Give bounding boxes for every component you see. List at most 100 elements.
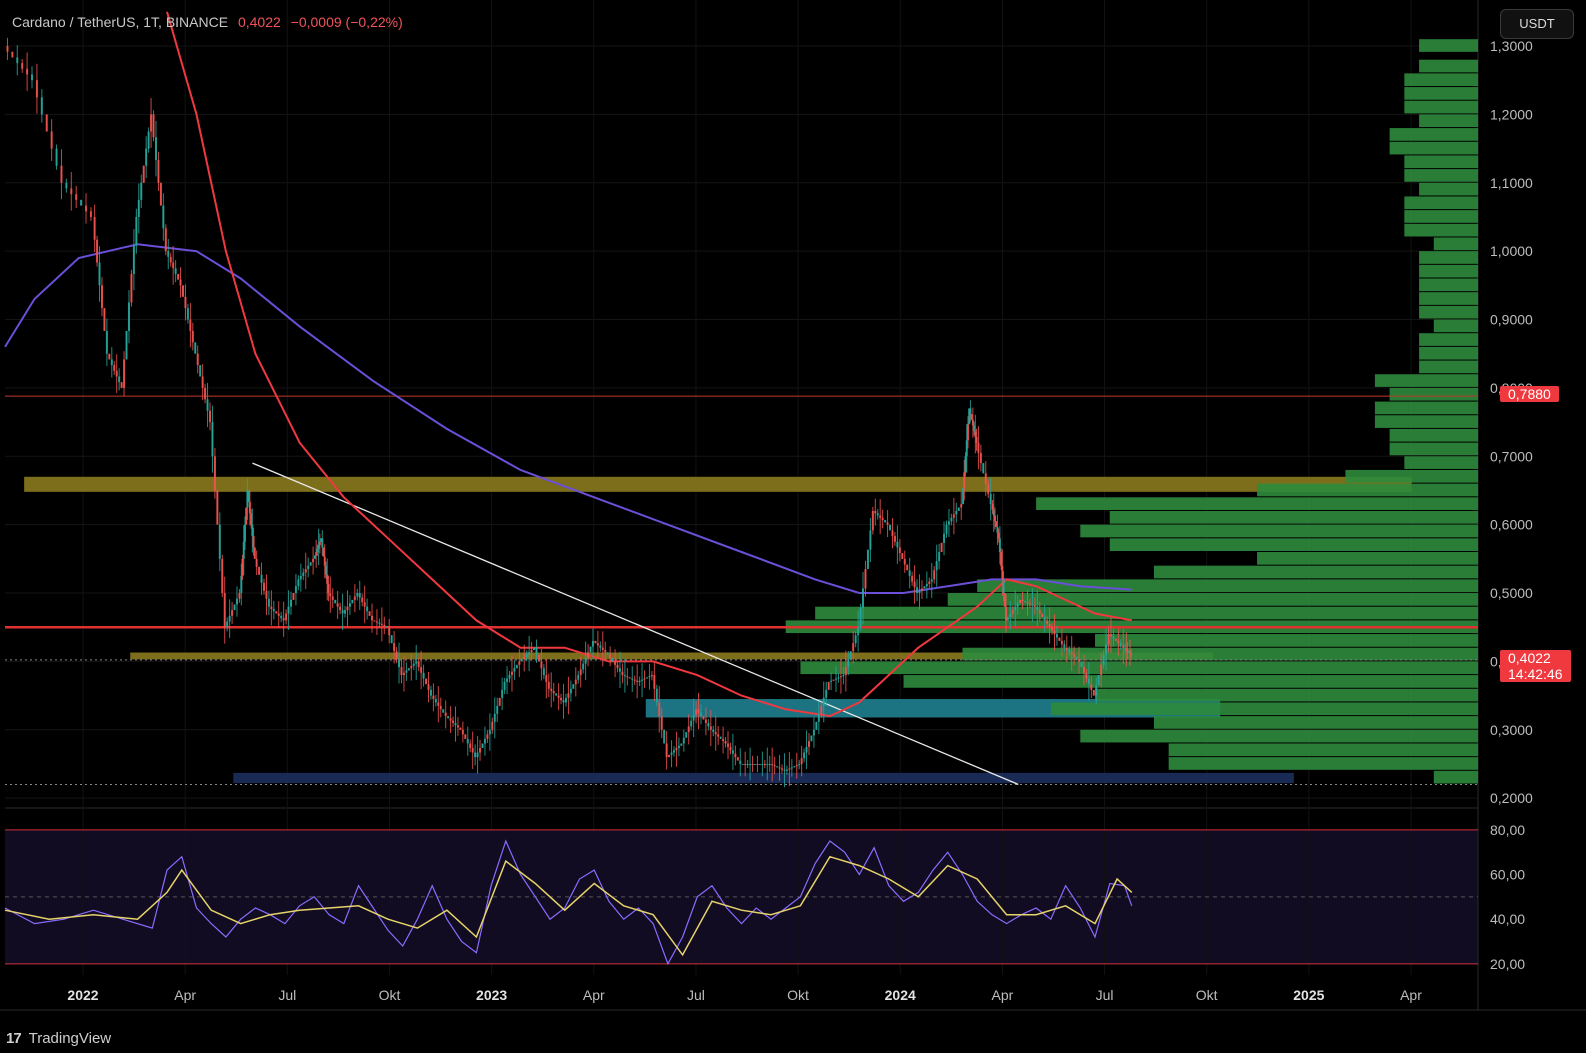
- candle-body: [179, 279, 182, 286]
- candle-body: [242, 541, 245, 559]
- candle-body: [265, 590, 268, 599]
- candle-body: [547, 681, 550, 689]
- candle-body: [964, 456, 967, 473]
- candle-body: [1112, 636, 1115, 639]
- candle-body: [677, 745, 680, 749]
- candle-body: [383, 624, 386, 627]
- candle-body: [852, 643, 855, 652]
- candle-body: [638, 680, 641, 682]
- candle-body: [749, 763, 752, 765]
- candle-body: [973, 425, 976, 432]
- candle-body: [717, 734, 720, 737]
- candle-body: [466, 738, 469, 744]
- candle-body: [159, 182, 162, 206]
- candle-body: [1085, 672, 1088, 679]
- candle-body: [744, 763, 747, 765]
- candle-body: [906, 564, 909, 571]
- volume-profile-bar: [1095, 634, 1478, 647]
- candle-body: [879, 515, 882, 518]
- candle-body: [327, 583, 330, 594]
- candle-body: [1126, 650, 1129, 652]
- candle-body: [577, 675, 580, 680]
- currency-button[interactable]: USDT: [1500, 9, 1574, 39]
- rsi-line: [4, 839, 1133, 966]
- volume-profile-bar: [1419, 333, 1478, 346]
- candle-body: [862, 588, 865, 608]
- candle-body: [670, 752, 673, 755]
- candle-body: [11, 51, 14, 58]
- candle-body: [793, 766, 796, 768]
- candle-body: [1117, 640, 1120, 644]
- candle-body: [318, 541, 321, 546]
- candle-body: [709, 726, 712, 730]
- candle-body: [50, 131, 53, 149]
- candle-body: [145, 148, 148, 166]
- candle-body: [184, 296, 187, 309]
- candle-body: [525, 654, 528, 657]
- candle-body: [535, 647, 538, 655]
- candle-body: [498, 697, 501, 706]
- candle-body: [550, 688, 553, 692]
- candle-body: [1036, 606, 1039, 611]
- candle-body: [965, 440, 968, 457]
- candle-body: [518, 661, 521, 665]
- candle-body: [243, 524, 246, 542]
- candle-body: [896, 541, 899, 548]
- candle-body: [648, 676, 651, 678]
- candle-body: [582, 663, 585, 670]
- symbol-change: −0,0009 (−0,22%): [290, 14, 403, 30]
- candle-body: [569, 688, 572, 694]
- candle-body: [560, 697, 563, 701]
- candle-body: [506, 678, 509, 682]
- candle-body: [763, 763, 766, 765]
- candle-body: [911, 575, 914, 582]
- candle-body: [918, 590, 921, 594]
- candle-body: [287, 606, 290, 614]
- y-tick-label: 0,6000: [1490, 517, 1533, 533]
- candle-body: [307, 565, 310, 570]
- candle-body: [469, 743, 472, 749]
- candle-body: [871, 510, 874, 531]
- candle-body: [835, 678, 838, 680]
- volume-profile-bar: [1404, 210, 1478, 223]
- candle-body: [847, 659, 850, 668]
- x-tick-label: Jul: [1096, 987, 1114, 1003]
- candle-body: [45, 114, 48, 132]
- candle-body: [118, 376, 121, 383]
- candle-body: [312, 558, 315, 563]
- candle-body: [125, 330, 128, 360]
- candle-body: [26, 68, 29, 75]
- price-label-0788: 0,7880: [1500, 386, 1559, 403]
- candle-body: [844, 667, 847, 676]
- candle-body: [162, 205, 165, 229]
- candle-body: [361, 597, 364, 603]
- candle-body: [127, 302, 130, 331]
- tradingview-brand[interactable]: 17 TradingView: [6, 1030, 111, 1047]
- candle-body: [916, 587, 919, 594]
- candle-body: [235, 598, 238, 605]
- candle-body: [410, 665, 413, 669]
- candle-body: [89, 211, 92, 217]
- candle-body: [1026, 602, 1029, 604]
- candle-body: [316, 548, 319, 553]
- volume-profile-bar: [1404, 196, 1478, 210]
- candle-body: [459, 727, 462, 730]
- candle-body: [241, 558, 244, 576]
- candle-body: [154, 137, 157, 160]
- x-tick-label: Apr: [1400, 987, 1422, 1003]
- candle-body: [653, 675, 656, 689]
- candle-body: [886, 522, 889, 525]
- candle-body: [196, 353, 199, 366]
- candle-body: [206, 399, 209, 411]
- candle-body: [137, 199, 140, 217]
- candle-body: [452, 720, 455, 723]
- candle-body: [1019, 599, 1022, 604]
- candle-body: [594, 640, 597, 644]
- candle-body: [974, 431, 977, 437]
- candle-body: [270, 606, 273, 609]
- candle-body: [687, 726, 690, 733]
- candle-body: [1046, 620, 1049, 624]
- candle-body: [395, 651, 398, 660]
- candle-body: [893, 536, 896, 542]
